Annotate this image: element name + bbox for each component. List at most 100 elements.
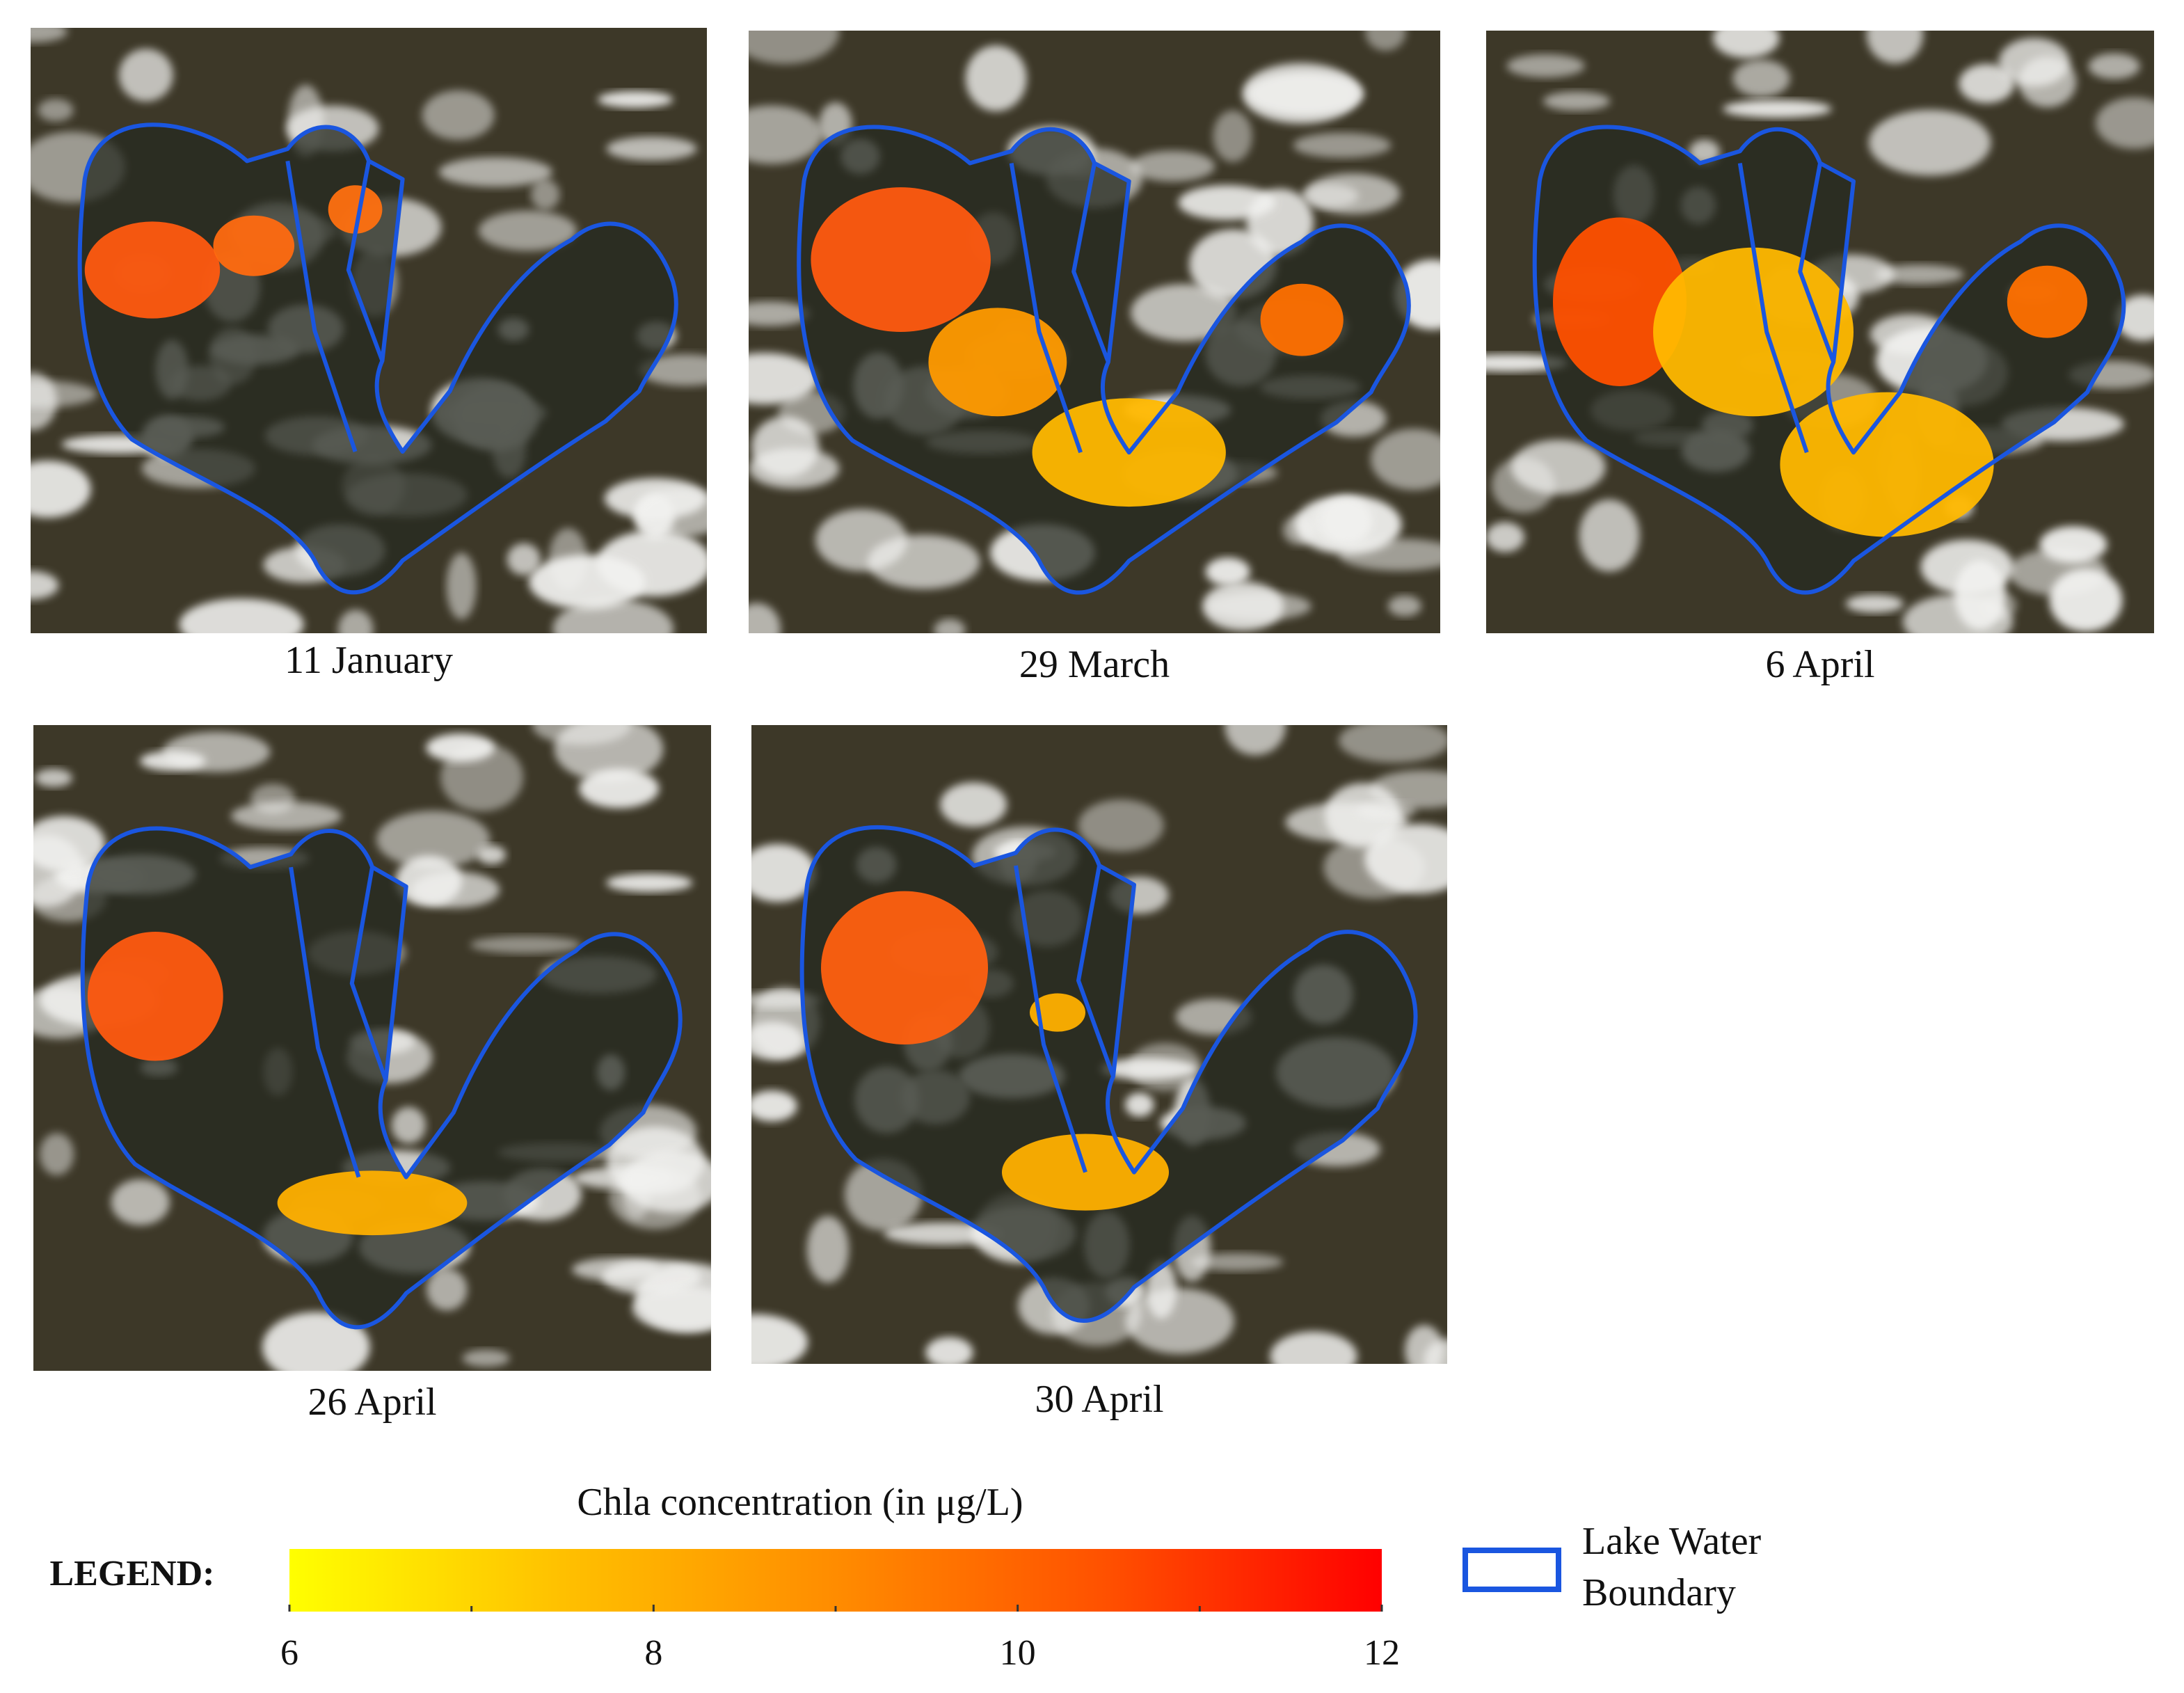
cloud: [262, 1312, 370, 1371]
cloud: [31, 571, 59, 600]
lake-boundary: [83, 828, 680, 1327]
cloud: [478, 210, 577, 251]
cloud: [1998, 38, 2070, 87]
chla-patch: [277, 1170, 468, 1236]
satellite-image: [749, 31, 1440, 633]
cloud: [751, 1314, 808, 1364]
cloud: [1125, 1092, 1154, 1117]
chla-patch: [928, 308, 1067, 417]
chla-patch: [1260, 283, 1344, 356]
cloud: [31, 380, 97, 408]
cloud: [1338, 725, 1447, 763]
cloud: [1845, 594, 1904, 613]
lake: [1535, 127, 2124, 593]
chla-patch: [84, 221, 221, 319]
lake-boundary: [1535, 127, 2124, 593]
cloud: [1365, 31, 1406, 51]
cloud: [815, 509, 908, 571]
cloud: [806, 1216, 850, 1283]
chla-patch: [1780, 392, 1994, 537]
colorbar-tick-label: 6: [280, 1633, 298, 1673]
cloud: [925, 1337, 973, 1364]
panel-label: 11 January: [285, 639, 453, 682]
cloud: [111, 1179, 170, 1225]
cloud: [940, 782, 1007, 827]
cloud: [462, 1349, 510, 1367]
chla-patch: [87, 931, 223, 1061]
cloud: [601, 1259, 701, 1295]
satellite-image: [1486, 31, 2154, 633]
cloud: [606, 136, 697, 161]
cloud: [1722, 100, 1832, 118]
legend-heading: LEGEND:: [50, 1554, 215, 1593]
cloud: [1364, 824, 1447, 894]
cloud: [622, 1150, 711, 1213]
cloud: [35, 768, 72, 788]
lake: [80, 125, 676, 592]
cloud: [1868, 109, 1991, 176]
colorbar: [289, 1549, 1382, 1612]
cloud: [1874, 264, 1964, 285]
cloud: [1130, 150, 1215, 182]
panel-label: 30 April: [1035, 1378, 1163, 1421]
cloud: [1282, 515, 1315, 546]
image-panel: 6 April: [1486, 31, 2154, 686]
satellite-image: [33, 725, 711, 1371]
lake-boundary: [799, 127, 1409, 593]
cloud: [470, 936, 582, 954]
cloud: [230, 801, 342, 831]
cloud: [38, 98, 74, 122]
chla-patch: [1002, 1134, 1169, 1211]
panel-label: 26 April: [308, 1381, 436, 1424]
cloud: [427, 1269, 468, 1311]
chla-patch: [821, 891, 988, 1044]
cloud: [31, 28, 67, 43]
cloud: [1225, 725, 1286, 756]
cloud: [749, 31, 840, 65]
cloud: [118, 49, 173, 102]
cloud: [31, 460, 91, 518]
cloud: [376, 811, 491, 868]
chla-patch: [811, 187, 991, 332]
cloud: [1202, 581, 1284, 631]
image-panel: 29 March: [749, 31, 1440, 686]
cloud: [749, 447, 840, 489]
boundary-label: Boundary: [1582, 1571, 1736, 1614]
cloud: [965, 45, 1027, 111]
image-panel: 26 April: [33, 725, 711, 1424]
chla-patch: [2007, 265, 2087, 338]
cloud: [1293, 132, 1392, 158]
satellite-image: [751, 725, 1447, 1364]
lake: [802, 827, 1416, 1321]
cloud: [632, 1285, 711, 1331]
cloud: [579, 768, 660, 809]
cloud: [1125, 1288, 1234, 1354]
cloud: [395, 855, 462, 907]
panel-label: 29 March: [1019, 643, 1170, 686]
cloud: [1543, 91, 1611, 111]
cloud: [1506, 54, 1585, 78]
cloud: [1300, 184, 1359, 208]
cloud: [139, 751, 206, 771]
colorbar-tick-label: 12: [1364, 1633, 1400, 1673]
chla-patch: [1653, 247, 1854, 417]
cloud: [337, 610, 374, 633]
panels: 11 January 29 March 6 April 26 April 30 Apri…: [31, 28, 2154, 1424]
chla-patch: [1030, 993, 1085, 1032]
cloud: [1190, 1253, 1284, 1271]
cloud: [426, 733, 495, 762]
cloud: [597, 90, 673, 109]
cloud: [1959, 63, 2015, 104]
cloud: [934, 619, 966, 633]
cloud: [751, 843, 816, 903]
boundary-swatch: [1462, 1548, 1561, 1592]
cloud: [1131, 284, 1238, 342]
cloud: [2049, 569, 2123, 632]
cloud: [1246, 71, 1364, 116]
cloud: [1371, 429, 1440, 491]
cloud: [179, 598, 304, 633]
cloud: [1405, 1325, 1444, 1364]
cloud: [749, 603, 781, 633]
colorbar-ticks: 6 8 10 12: [280, 1605, 1400, 1673]
